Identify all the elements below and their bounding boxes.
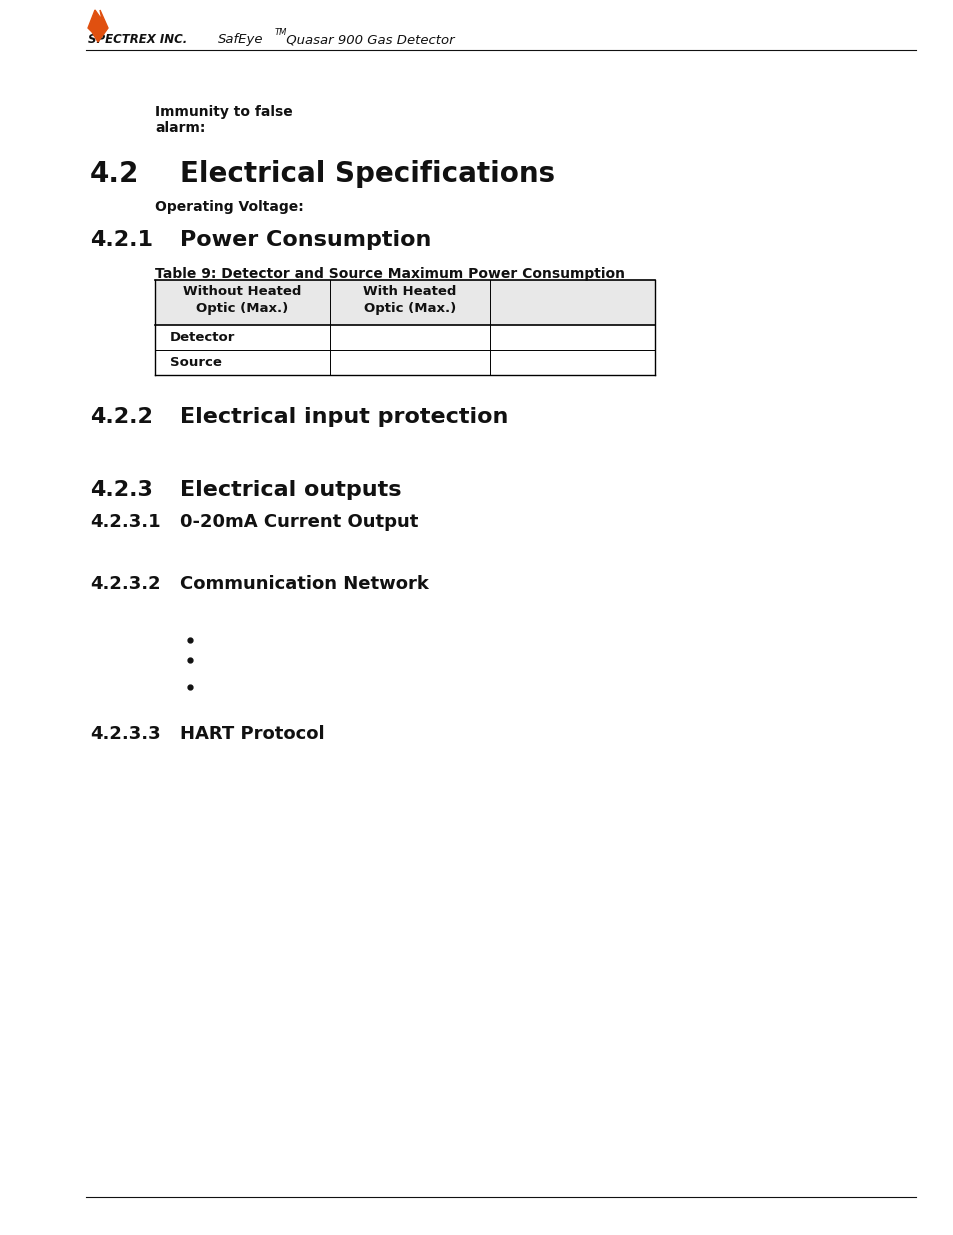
Text: 4.2.3.1: 4.2.3.1 (90, 513, 160, 531)
Text: 4.2.3.3: 4.2.3.3 (90, 725, 160, 743)
Text: Source: Source (170, 356, 222, 369)
Bar (154, 280, 655, 325)
Text: 4.2.1: 4.2.1 (90, 230, 152, 249)
Text: Detector: Detector (170, 331, 235, 345)
Text: Electrical Specifications: Electrical Specifications (180, 161, 555, 188)
Text: 4.2.3.2: 4.2.3.2 (90, 576, 160, 593)
Text: Quasar 900 Gas Detector: Quasar 900 Gas Detector (282, 33, 455, 46)
Text: Communication Network: Communication Network (180, 576, 429, 593)
Text: Without Heated
Optic (Max.): Without Heated Optic (Max.) (183, 284, 301, 315)
Text: Power Consumption: Power Consumption (180, 230, 431, 249)
Text: Immunity to false
alarm:: Immunity to false alarm: (154, 105, 293, 135)
Polygon shape (88, 10, 108, 42)
Text: Electrical input protection: Electrical input protection (180, 408, 508, 427)
Text: Table 9: Detector and Source Maximum Power Consumption: Table 9: Detector and Source Maximum Pow… (154, 267, 624, 282)
Text: 4.2.3: 4.2.3 (90, 480, 152, 500)
Text: HART Protocol: HART Protocol (180, 725, 324, 743)
Text: 0-20mA Current Output: 0-20mA Current Output (180, 513, 418, 531)
Text: SafEye: SafEye (218, 33, 263, 46)
Text: With Heated
Optic (Max.): With Heated Optic (Max.) (363, 284, 456, 315)
Text: 4.2.2: 4.2.2 (90, 408, 152, 427)
Text: Operating Voltage:: Operating Voltage: (154, 200, 303, 214)
Text: Electrical outputs: Electrical outputs (180, 480, 401, 500)
Text: TM: TM (274, 28, 287, 37)
Text: 4.2: 4.2 (90, 161, 139, 188)
Text: SPECTREX INC.: SPECTREX INC. (88, 33, 187, 46)
